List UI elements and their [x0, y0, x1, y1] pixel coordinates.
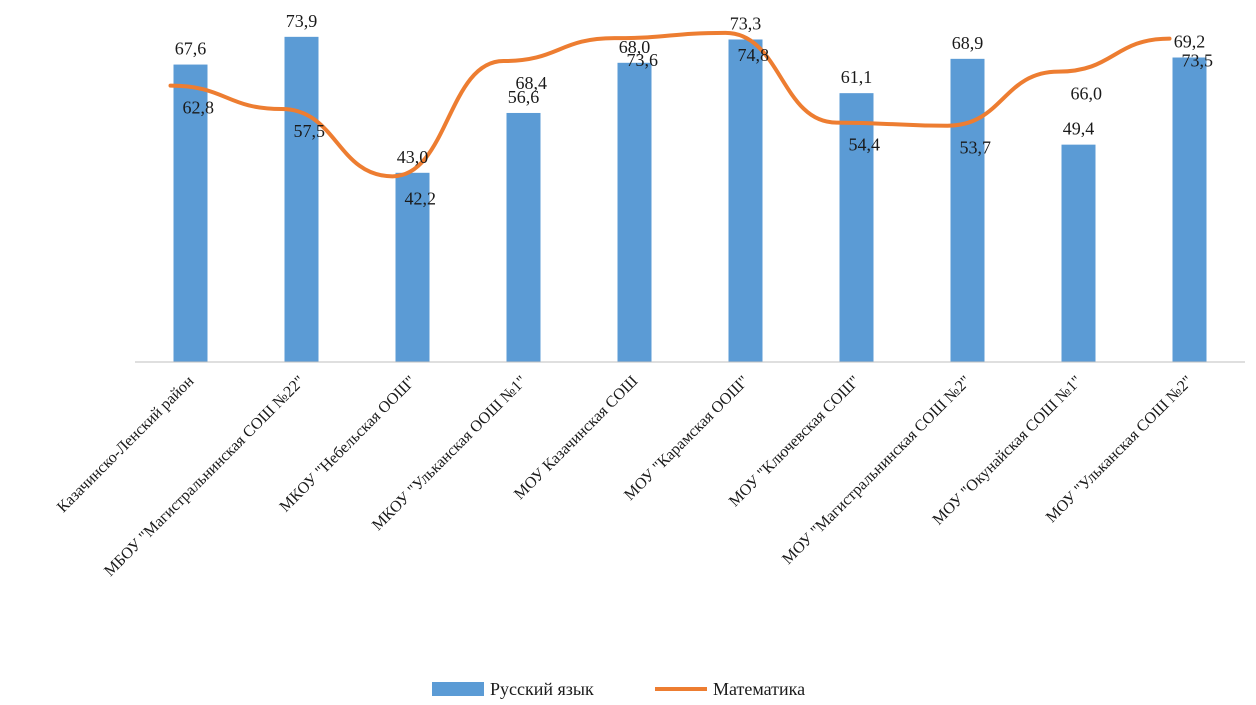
bar-label-9: 69,2 — [1174, 32, 1206, 52]
bar-labels-layer: 67,6 73,9 43,0 56,6 68,0 73,3 61,1 68,9 49,4 69,2 — [175, 11, 1206, 167]
bar-9 — [1172, 57, 1207, 363]
line-label-5: 74,8 — [738, 45, 770, 65]
bar-label-6: 61,1 — [841, 67, 873, 87]
bar-3 — [506, 112, 541, 363]
bar-label-2: 43,0 — [397, 147, 429, 167]
bar-7 — [950, 58, 985, 363]
line-labels-layer: 62,8 57,5 42,2 68,4 73,6 74,8 54,4 53,7 66,0 73,5 — [183, 45, 1214, 208]
line-label-9: 73,5 — [1182, 51, 1214, 71]
line-label-3: 68,4 — [516, 73, 548, 93]
bar-8 — [1061, 144, 1096, 362]
bar-1 — [284, 36, 319, 363]
x-tick-label-1: МБОУ "Магистральнинская СОШ №22" — [101, 373, 308, 580]
line-label-0: 62,8 — [183, 98, 215, 118]
x-tick-label-5: МОУ "Карамская ООШ" — [621, 373, 752, 504]
series-line-matematika — [168, 30, 1172, 179]
bar-label-4: 68,0 — [619, 37, 651, 57]
bar-label-1: 73,9 — [286, 11, 318, 31]
legend-label-line: Математика — [713, 679, 805, 699]
line-label-7: 53,7 — [960, 138, 992, 158]
line-label-2: 42,2 — [405, 188, 437, 208]
bar-5 — [728, 39, 763, 362]
bar-label-7: 68,9 — [952, 33, 984, 53]
bar-label-3: 56,6 — [508, 87, 540, 107]
bar-label-8: 49,4 — [1063, 119, 1095, 139]
x-tick-label-4: МОУ Казачинская СОШ — [511, 373, 641, 503]
bar-4 — [617, 62, 652, 363]
x-tick-label-6: МОУ "Ключевская СОШ" — [726, 373, 863, 510]
legend: Русский язык Математика — [432, 679, 805, 699]
x-tick-label-7: МОУ "Магистральнинская СОШ №2" — [779, 373, 974, 568]
line-label-4: 73,6 — [627, 50, 659, 70]
bar-0 — [173, 64, 208, 362]
legend-label-bar: Русский язык — [490, 679, 594, 699]
bar-2 — [395, 172, 430, 362]
line-label-8: 66,0 — [1071, 84, 1103, 104]
line-layer — [168, 30, 1172, 179]
bar-6 — [839, 93, 874, 362]
bar-label-5: 73,3 — [730, 13, 762, 33]
bar-label-0: 67,6 — [175, 39, 207, 59]
legend-swatch-bar — [432, 682, 484, 696]
line-label-6: 54,4 — [849, 135, 881, 155]
line-label-1: 57,5 — [294, 121, 326, 141]
bars-layer — [173, 36, 1207, 363]
